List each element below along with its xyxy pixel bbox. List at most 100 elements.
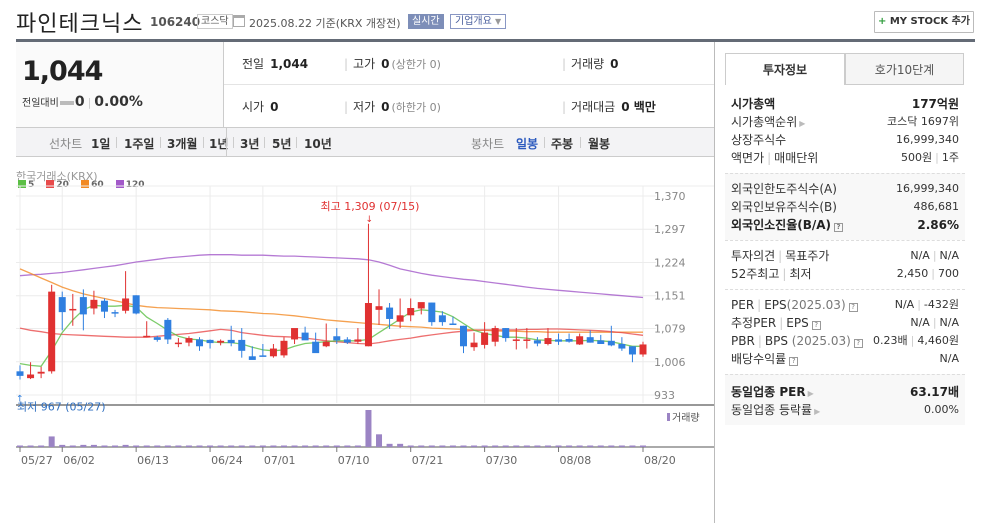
add-mystock-button[interactable]: + MY STOCK 추가 bbox=[874, 11, 974, 33]
panel-divider bbox=[714, 42, 715, 523]
foreign-limit-row: 외국인한도주식수(A) 16,999,340 bbox=[731, 182, 959, 196]
svg-text:1,079: 1,079 bbox=[654, 323, 686, 336]
investment-info-panel: 투자정보 호가10단계 시가총액 177억원 시가총액순위 ▶ 코스닥 1697위 상… bbox=[725, 53, 965, 425]
ma120-swatch bbox=[115, 180, 124, 188]
svg-text:06/24: 06/24 bbox=[211, 454, 243, 467]
period-1w[interactable]: 1주일 bbox=[124, 137, 155, 151]
valuation-section: PER | EPS(2025.03)? N/A | -432원 추정PER | EPS? N/A… bbox=[725, 289, 965, 374]
period-3m[interactable]: 3개월 bbox=[167, 137, 198, 151]
plus-icon: + bbox=[877, 16, 887, 27]
svg-text:05/27: 05/27 bbox=[21, 454, 53, 467]
period-1d[interactable]: 1일 bbox=[91, 137, 111, 151]
ma120-label: 120 bbox=[125, 180, 145, 190]
ma20-swatch bbox=[46, 180, 55, 188]
sector-section: 동일업종 PER ▶ 63.17배 동일업종 등락률 ▶ 0.00% bbox=[725, 374, 965, 425]
ma5-label: 5 bbox=[28, 180, 35, 190]
svg-text:933: 933 bbox=[654, 389, 675, 402]
market-cap-row: 시가총액 177억원 bbox=[731, 97, 959, 111]
low-price: | 저가 0 (하한가 0) bbox=[344, 100, 441, 114]
period-1y[interactable]: 1년 bbox=[209, 137, 229, 151]
ma60-label: 60 bbox=[91, 180, 104, 190]
dividend-row: 배당수익률? N/A bbox=[731, 352, 959, 366]
info-tabs: 투자정보 호가10단계 bbox=[725, 53, 965, 85]
opinion-section: 투자의견 | 목표주가 N/A | N/A 52주최고 | 최저 2,450 | 700 bbox=[725, 240, 965, 289]
cap-rank-row[interactable]: 시가총액순위 ▶ 코스닥 1697위 bbox=[731, 115, 959, 129]
svg-text:07/10: 07/10 bbox=[338, 454, 370, 467]
change-label: 전일대비 bbox=[22, 98, 59, 109]
svg-text:1,151: 1,151 bbox=[654, 290, 686, 303]
period-10y[interactable]: 10년 bbox=[304, 137, 332, 151]
svg-text:1,370: 1,370 bbox=[654, 190, 686, 203]
date-suffix: 기준(KRX 개장전) bbox=[315, 17, 401, 30]
change-pct: 0.00% bbox=[94, 94, 143, 110]
foreign-hold-row: 외국인보유주식수(B) 486,681 bbox=[731, 200, 959, 214]
sector-change-row[interactable]: 동일업종 등락률 ▶ 0.00% bbox=[731, 403, 959, 417]
sector-per-row[interactable]: 동일업종 PER ▶ 63.17배 bbox=[731, 385, 959, 399]
row-divider bbox=[224, 84, 714, 85]
svg-text:08/20: 08/20 bbox=[644, 454, 676, 467]
tab-investment-info[interactable]: 투자정보 bbox=[725, 53, 845, 85]
candle-weekly[interactable]: 주봉 bbox=[551, 137, 574, 151]
ma20-label: 20 bbox=[56, 180, 69, 190]
est-per-eps-row: 추정PER | EPS? N/A | N/A bbox=[731, 316, 959, 330]
chart-period-nav: 선차트 1일 1주일 3개월 1년 3년 5년 10년 봉차트 일봉 주봉 월봉 bbox=[16, 127, 714, 157]
nav-divider bbox=[226, 127, 227, 157]
price-summary: 전일 1,044 | 고가 0 (상한가 0) | 거래량 0 시가 0 | 저가 0 (하한가 0… bbox=[224, 42, 714, 127]
help-icon[interactable]: ? bbox=[848, 303, 858, 312]
period-3y[interactable]: 3년 bbox=[240, 137, 260, 151]
line-chart-label: 선차트 bbox=[49, 137, 83, 151]
data-source: 한국거래소(KRX) bbox=[16, 170, 98, 183]
candle-chart-label: 봉차트 bbox=[471, 137, 505, 151]
ma-legend: 5 20 60 120 bbox=[18, 180, 154, 190]
corp-info-dropdown[interactable]: 기업개요 ▼ bbox=[450, 14, 507, 29]
header-divider bbox=[16, 39, 975, 42]
mystock-label: MY STOCK 추가 bbox=[889, 16, 971, 27]
candlestick-chart[interactable]: 1,370 1,297 1,224 1,151 1,079 1,006 933 최고 1,30… bbox=[0, 185, 714, 475]
svg-text:1,006: 1,006 bbox=[654, 356, 686, 369]
par-unit-row: 액면가 | 매매단위 500원 | 1주 bbox=[731, 151, 959, 165]
stock-header: 파인테크닉스 106240 코스닥 2025.08.22 기준(KRX 개장전)… bbox=[0, 0, 989, 40]
svg-text:최고 1,309 (07/15): 최고 1,309 (07/15) bbox=[320, 200, 419, 213]
svg-text:07/30: 07/30 bbox=[486, 454, 518, 467]
arrow-right-icon: ▶ bbox=[799, 119, 806, 128]
chevron-down-icon: ▼ bbox=[495, 17, 502, 26]
help-icon[interactable]: ? bbox=[834, 223, 844, 232]
svg-text:최저 967 (05/27): 최저 967 (05/27) bbox=[17, 401, 106, 414]
open-price: 시가 0 bbox=[242, 100, 279, 114]
svg-text:거래량: 거래량 bbox=[672, 412, 700, 424]
high-price: | 고가 0 (상한가 0) bbox=[344, 57, 441, 71]
svg-text:1,224: 1,224 bbox=[654, 256, 686, 269]
ma5-swatch bbox=[18, 180, 26, 188]
period-5y[interactable]: 5년 bbox=[272, 137, 292, 151]
price-change: 전일대비 0 | 0.00% bbox=[22, 94, 143, 110]
ma60-swatch bbox=[81, 180, 90, 188]
tab-order-book[interactable]: 호가10단계 bbox=[845, 53, 964, 85]
stock-code: 106240 bbox=[150, 15, 201, 29]
arrow-right-icon: ▶ bbox=[807, 389, 814, 398]
change-value: 0 bbox=[74, 94, 85, 110]
listed-shares-row: 상장주식수 16,999,340 bbox=[731, 133, 959, 147]
foreign-ratio-row: 외국인소진율(B/A)? 2.86% bbox=[731, 218, 959, 232]
svg-text:↑: ↑ bbox=[16, 395, 24, 405]
svg-text:1,297: 1,297 bbox=[654, 223, 686, 236]
opinion-row: 투자의견 | 목표주가 N/A | N/A bbox=[731, 249, 959, 263]
market-cap-section: 시가총액 177억원 시가총액순위 ▶ 코스닥 1697위 상장주식수 16,999,3… bbox=[725, 85, 965, 173]
arrow-right-icon: ▶ bbox=[814, 407, 821, 416]
base-date: 2025.08.22 기준(KRX 개장전) bbox=[249, 15, 401, 31]
pbr-bps-row: PBR | BPS (2025.03)? 0.23배 | 4,460원 bbox=[731, 334, 959, 348]
foreign-section: 외국인한도주식수(A) 16,999,340 외국인보유주식수(B) 486,681… bbox=[725, 173, 965, 240]
svg-text:↓: ↓ bbox=[365, 215, 373, 225]
candle-monthly[interactable]: 월봉 bbox=[588, 137, 611, 151]
svg-text:07/21: 07/21 bbox=[412, 454, 444, 467]
current-price: 1,044 bbox=[22, 56, 103, 87]
candle-daily[interactable]: 일봉 bbox=[516, 137, 539, 151]
svg-text:07/01: 07/01 bbox=[264, 454, 296, 467]
realtime-button[interactable]: 실시간 bbox=[408, 14, 444, 29]
prev-close: 전일 1,044 bbox=[242, 57, 309, 71]
help-icon[interactable]: ? bbox=[789, 357, 799, 366]
calendar-icon bbox=[233, 15, 245, 27]
help-icon[interactable]: ? bbox=[853, 339, 863, 348]
corp-info-label: 기업개요 bbox=[455, 16, 492, 27]
svg-text:06/13: 06/13 bbox=[137, 454, 169, 467]
help-icon[interactable]: ? bbox=[811, 321, 821, 330]
